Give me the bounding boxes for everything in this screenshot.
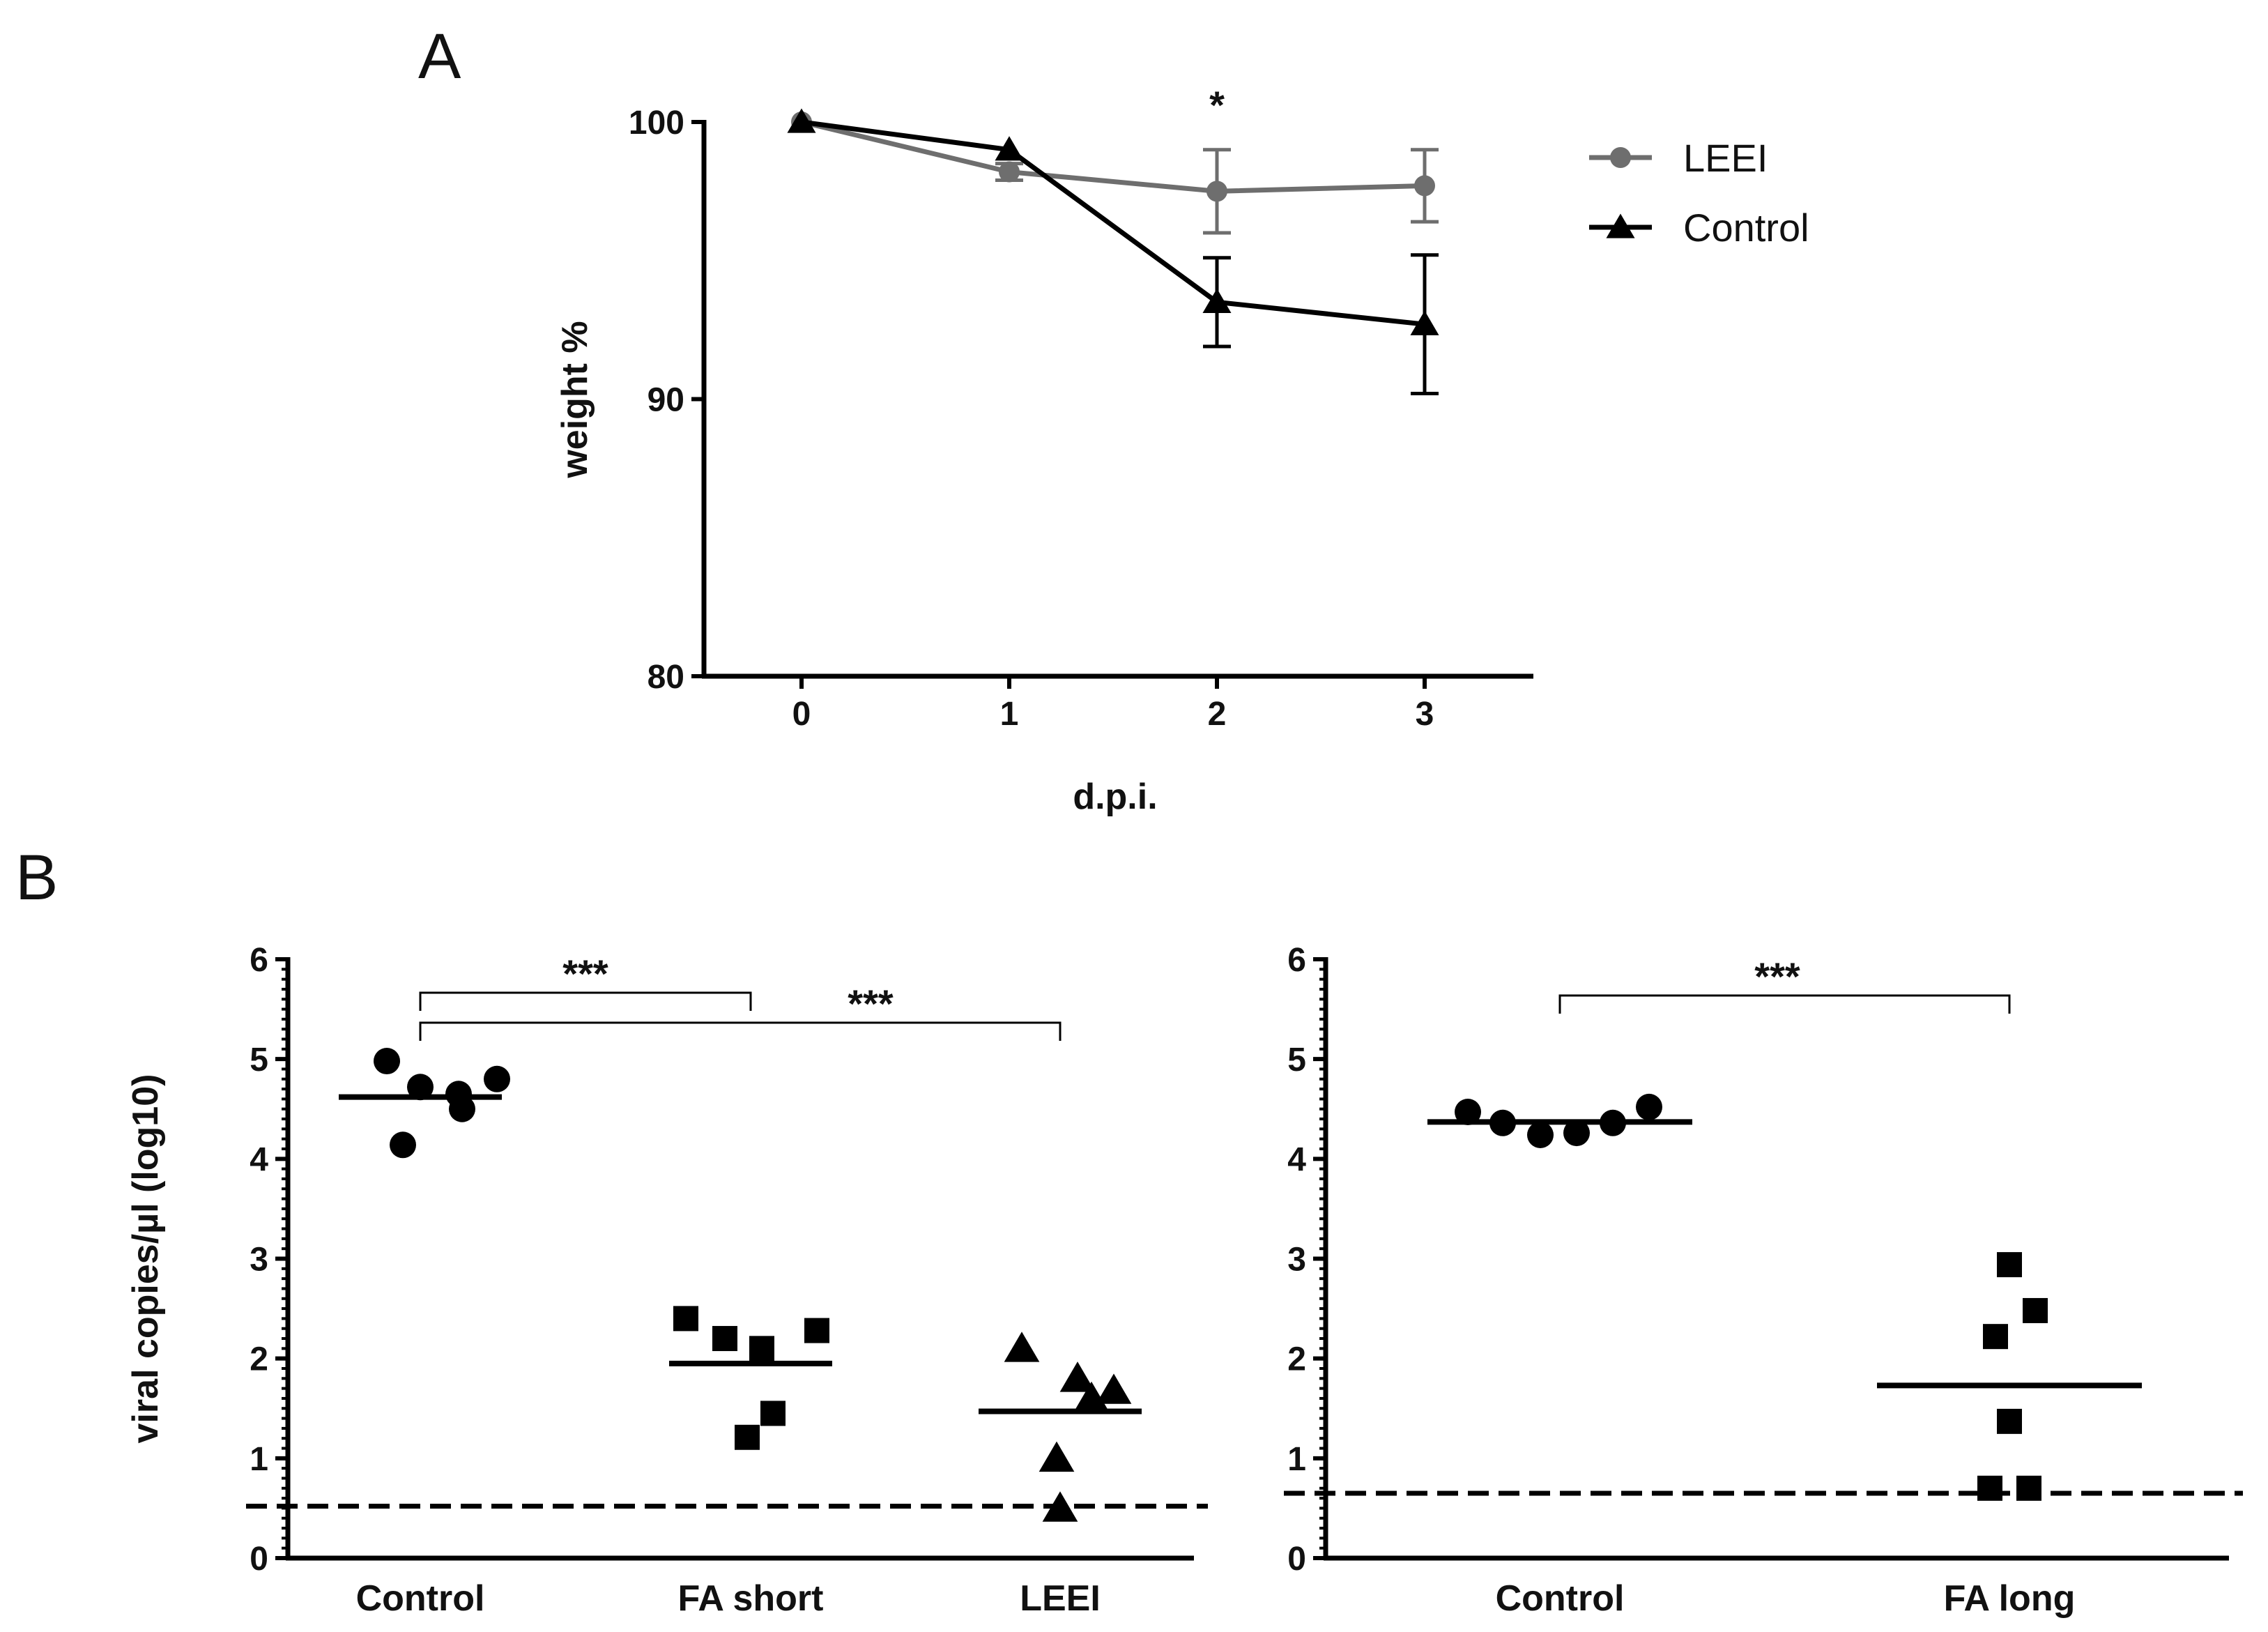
data-point-control: [407, 1074, 434, 1101]
data-point-control: [449, 1095, 475, 1122]
series-line-leei: [801, 119, 1425, 194]
panel-b-right-viral-chart: 0 1 2 3 4 5 6 Control FA long ***: [1284, 942, 2243, 1619]
y-tick-label: 3: [250, 1242, 268, 1279]
panel-a-weight-chart: 80 90 100 0 1 2 3 d.p.i. weight % LEEI Control *: [555, 83, 1809, 817]
data-point-leei: [1059, 1362, 1096, 1392]
data-point-control: [484, 1065, 510, 1092]
y-tick-label: 100: [629, 105, 684, 142]
y-tick-label: 6: [250, 942, 268, 979]
y-tick-label: 4: [1287, 1141, 1306, 1178]
x-category-label: FA short: [678, 1578, 824, 1619]
x-tick-label: 2: [1208, 696, 1227, 733]
data-point-leei: [1004, 1332, 1040, 1362]
panel-label-a: A: [418, 21, 461, 92]
significance-annotation: *: [1209, 83, 1225, 127]
y-tick-label: 90: [648, 382, 684, 419]
x-category-label: FA long: [1944, 1578, 2076, 1619]
legend-marker-control: [1606, 213, 1635, 238]
data-point-control: [1600, 1109, 1626, 1136]
y-tick-label: 1: [1287, 1441, 1306, 1478]
significance-bracket: [419, 1021, 1062, 1041]
y-tick-label: 5: [1287, 1042, 1306, 1078]
x-tick-label: 1: [1000, 696, 1019, 733]
data-point-control: [1563, 1120, 1590, 1147]
y-tick-label: 4: [250, 1141, 268, 1178]
data-point-leei: [1096, 1373, 1132, 1404]
significance-bracket: [1558, 994, 2011, 1014]
y-tick-label: 2: [1287, 1341, 1306, 1378]
data-point-leei: [1039, 1441, 1075, 1472]
data-point-fa-short: [749, 1336, 774, 1362]
series-line-control: [801, 119, 1425, 327]
data-point-fa-short: [804, 1318, 829, 1343]
legend-label-leei: LEEI: [1683, 136, 1768, 180]
data-point-fa-long: [1977, 1475, 2002, 1501]
y-tick-label: 3: [1287, 1242, 1306, 1279]
y-tick-label: 1: [250, 1441, 268, 1478]
x-tick-label: 3: [1416, 696, 1434, 733]
data-point-control: [995, 136, 1024, 161]
data-point-control: [1455, 1099, 1481, 1126]
significance-label: ***: [848, 982, 894, 1025]
data-point-leei: [1042, 1491, 1078, 1522]
panel-b-left-viral-chart: 0 1 2 3 4 5 6 viral copies/µl (log10) Control FA …: [125, 942, 1208, 1619]
data-point-fa-long: [1997, 1252, 2022, 1278]
data-point-control: [1636, 1093, 1662, 1120]
y-tick-label: 5: [250, 1042, 268, 1078]
y-tick-label: 0: [250, 1541, 268, 1578]
legend-label-control: Control: [1683, 206, 1809, 250]
data-point-leei: [1073, 1381, 1110, 1412]
data-point-fa-long: [1983, 1324, 2008, 1350]
data-point-control: [787, 108, 816, 133]
y-axis-title: weight %: [555, 321, 595, 478]
y-tick-label: 80: [648, 659, 684, 696]
data-point-fa-long: [2016, 1475, 2041, 1501]
x-category-label: Control: [1496, 1578, 1625, 1619]
x-tick-label: 0: [792, 696, 811, 733]
significance-label: ***: [562, 952, 608, 996]
data-point-leei: [999, 161, 1020, 183]
data-point-leei: [1206, 181, 1227, 202]
data-point-fa-short: [735, 1424, 760, 1450]
data-point-fa-short: [673, 1306, 698, 1332]
y-tick-label: 0: [1287, 1541, 1306, 1578]
y-tick-label: 2: [250, 1341, 268, 1378]
data-point-fa-long: [1997, 1408, 2022, 1434]
x-axis-title: d.p.i.: [1073, 777, 1157, 817]
significance-bracket: [419, 991, 752, 1011]
y-tick-label: 6: [1287, 942, 1306, 979]
significance-label: ***: [1754, 954, 1800, 998]
y-axis-title: viral copies/µl (log10): [125, 1074, 166, 1444]
data-point-control: [1202, 288, 1232, 314]
data-point-fa-long: [2023, 1297, 2048, 1323]
data-point-fa-short: [760, 1401, 786, 1426]
data-point-control: [374, 1048, 400, 1075]
data-point-control: [1489, 1109, 1516, 1136]
data-point-leei: [1414, 175, 1435, 197]
x-category-label: LEEI: [1020, 1578, 1101, 1619]
x-category-label: Control: [356, 1578, 485, 1619]
panel-label-b: B: [15, 842, 58, 913]
data-point-control: [390, 1131, 416, 1159]
data-point-control: [1527, 1121, 1554, 1148]
legend-marker-leei: [1610, 147, 1631, 168]
data-point-fa-short: [712, 1326, 737, 1352]
data-point-control: [1410, 310, 1439, 335]
